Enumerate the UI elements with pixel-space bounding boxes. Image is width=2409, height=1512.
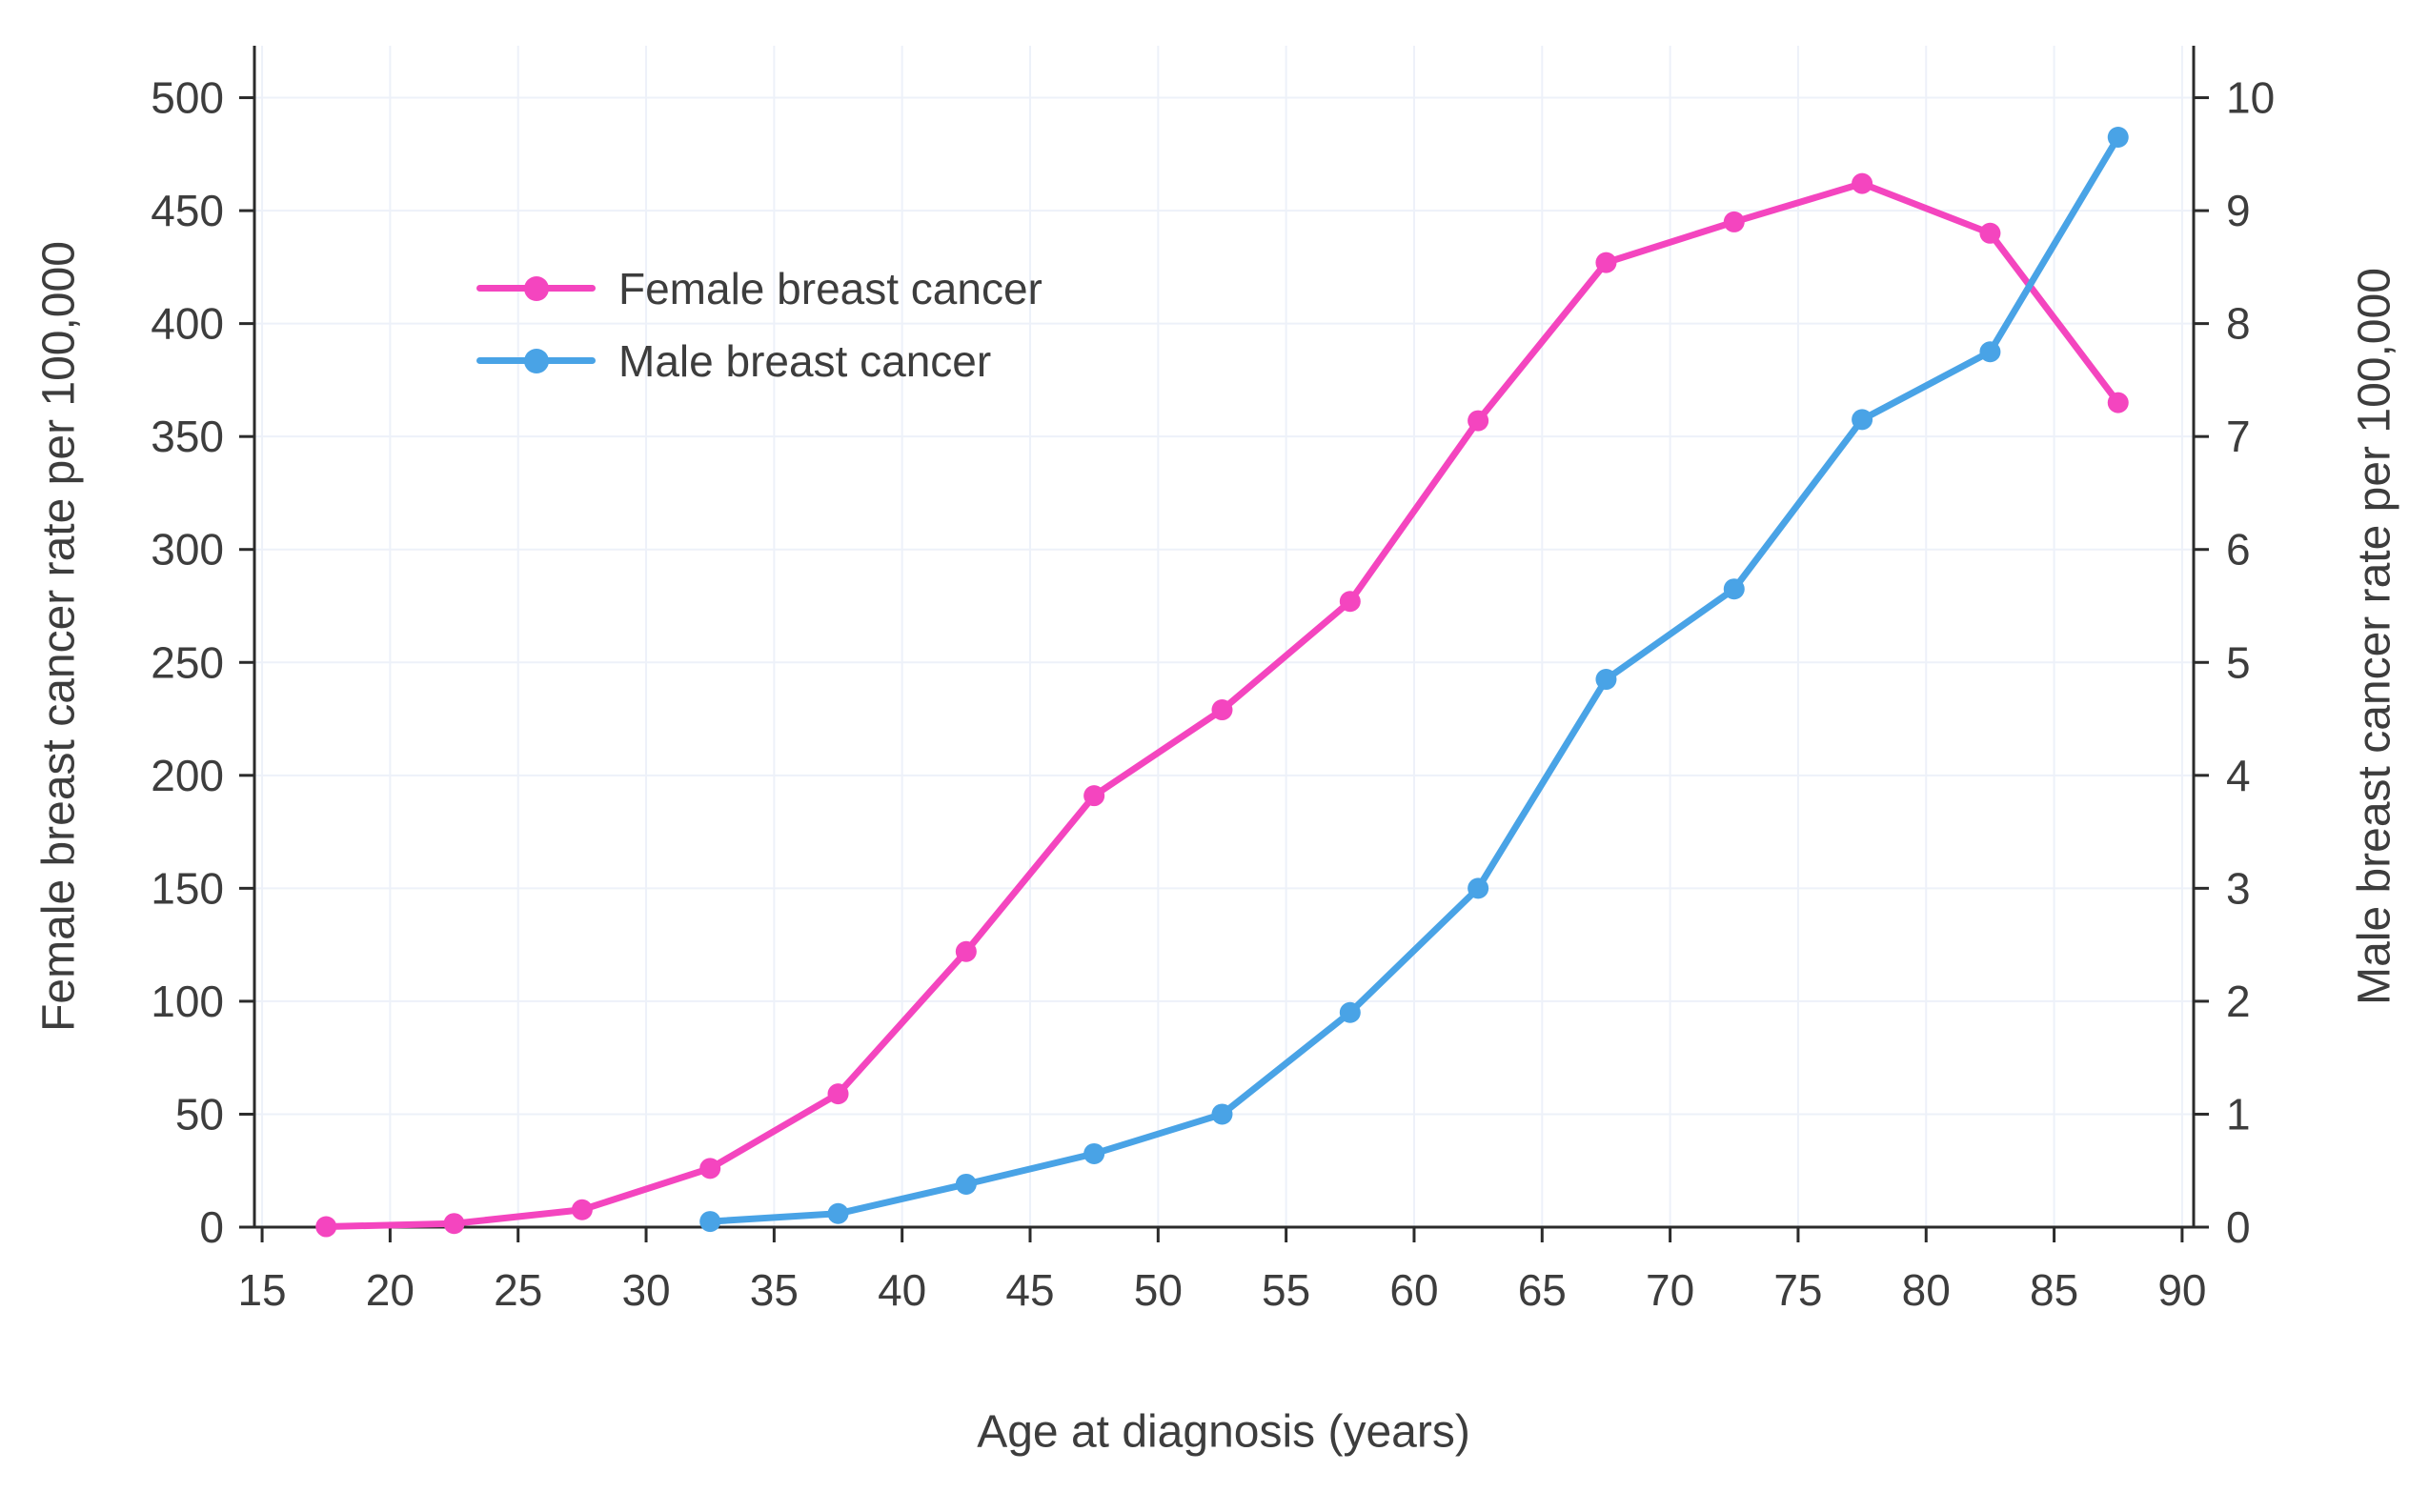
x-tick-label: 45 [1005,1265,1054,1315]
legend-item-female-breast-cancer[interactable]: Female breast cancer [476,261,1043,316]
data-point [1339,1001,1361,1023]
data-point [1211,1103,1233,1125]
data-point [2107,127,2129,149]
y-left-tick-label: 350 [151,412,224,461]
y-left-tick-label: 250 [151,637,224,687]
data-point [827,1083,849,1105]
data-point [955,1173,977,1195]
y-right-tick-label: 9 [2226,186,2251,235]
x-tick-label: 90 [2157,1265,2206,1315]
female-sample-dot [523,276,549,301]
female-line-sample-icon [476,276,596,301]
data-point [1979,222,2001,244]
data-point [699,1158,721,1179]
data-point [1595,669,1617,691]
y-right-tick-label: 0 [2226,1202,2251,1252]
y-left-tick-label: 150 [151,863,224,913]
x-axis-title: Age at diagnosis (years) [977,1406,1470,1458]
legend-label-male: Male breast cancer [618,336,992,386]
y-right-tick-label: 1 [2226,1089,2251,1139]
data-point [2107,392,2129,413]
x-tick-label: 80 [1902,1265,1951,1315]
male-line-sample-icon [476,349,596,373]
y-left-tick-label: 100 [151,977,224,1026]
data-point [1723,211,1745,232]
data-point [1723,578,1745,600]
data-point [1083,785,1105,807]
data-point [1852,172,1873,194]
series-line [706,133,2122,1225]
data-point [1595,252,1617,273]
y-right-tick-label: 3 [2226,863,2251,913]
gridlines [254,46,2194,1228]
y-left-tick-label: 300 [151,525,224,575]
x-tick-label: 25 [494,1265,542,1315]
x-tick-label: 65 [1518,1265,1567,1315]
x-tick-label: 60 [1389,1265,1438,1315]
data-point [1468,410,1489,432]
tick-labels: 15 20 25 30 35 40 45 50 55 60 65 70 75 80 85 9005010015… [151,73,2275,1315]
axes [239,46,2209,1242]
x-tick-label: 75 [1773,1265,1822,1315]
data-point [315,1216,337,1238]
data-point [955,940,977,962]
x-tick-label: 85 [2030,1265,2078,1315]
y-left-tick-label: 0 [199,1202,224,1252]
x-tick-label: 55 [1262,1265,1310,1315]
series-female-breast-cancer [315,172,2129,1238]
y-right-tick-label: 7 [2226,412,2251,461]
y-left-tick-label: 500 [151,73,224,123]
y-left-tick-label: 400 [151,299,224,349]
data-point [699,1211,721,1233]
y-left-tick-label: 200 [151,751,224,800]
x-tick-label: 15 [237,1265,286,1315]
data-point [1468,877,1489,899]
x-tick-label: 30 [621,1265,670,1315]
y-left-tick-label: 450 [151,186,224,235]
x-tick-label: 20 [366,1265,415,1315]
y-right-tick-label: 4 [2226,751,2251,800]
series-male-breast-cancer [699,127,2129,1233]
x-tick-label: 40 [878,1265,926,1315]
data-point [1083,1142,1105,1164]
data-point [827,1202,849,1224]
legend-item-male-breast-cancer[interactable]: Male breast cancer [476,333,1043,389]
x-tick-label: 35 [750,1265,799,1315]
male-sample-dot [523,349,549,373]
y-axis-title-right: Male breast cancer rate per 100,000 [2349,268,2400,1005]
y-right-tick-label: 5 [2226,637,2251,687]
y-right-tick-label: 8 [2226,299,2251,349]
y-right-tick-label: 6 [2226,525,2251,575]
y-right-tick-label: 2 [2226,977,2251,1026]
data-point [1979,341,2001,363]
x-tick-label: 70 [1646,1265,1694,1315]
legend-label-female: Female breast cancer [618,264,1043,313]
y-left-tick-label: 50 [175,1089,224,1139]
legend: Female breast cancer Male breast cancer [476,261,1043,389]
x-tick-label: 50 [1134,1265,1183,1315]
data-point [1211,699,1233,721]
data-point [571,1199,593,1220]
data-point [1852,409,1873,431]
data-point [1339,591,1361,613]
y-axis-title-left: Female breast cancer rate per 100,000 [33,241,85,1032]
y-right-tick-label: 10 [2226,73,2275,123]
data-point [443,1213,465,1235]
